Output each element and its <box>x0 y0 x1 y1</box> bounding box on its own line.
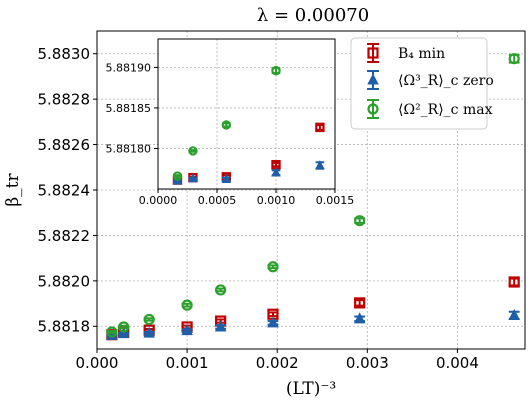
main-point-omega3-zero <box>353 312 366 324</box>
inset-point-omega3-zero <box>221 173 232 184</box>
inset-x-tick-label: 0.0005 <box>198 194 237 207</box>
legend-entry-b4-min: B₄ min <box>367 43 445 63</box>
main-y-tick-label: 5.8820 <box>38 272 91 290</box>
legend-marker-shape <box>367 47 379 59</box>
inset-points <box>172 65 325 185</box>
inset-x-ticks: 0.0000 0.0005 0.0010 0.0015 <box>139 189 355 207</box>
legend-entry-omega2-max: ⟨Ω²_R⟩_c max <box>367 99 493 119</box>
legend-marker-omega3-zero <box>367 70 379 90</box>
main-y-ticks: 5.8818 5.8820 5.8822 5.8824 5.8826 5.8828 5.88… <box>38 45 97 336</box>
main-plot-frame <box>96 30 526 350</box>
main-y-tick-label: 5.8828 <box>38 91 91 109</box>
inset-x-tick-label: 0.0010 <box>257 194 296 207</box>
main-point-omega3-zero <box>508 308 520 320</box>
x-axis-label: (LT)⁻³ <box>286 379 336 399</box>
legend-label-omega3-zero: ⟨Ω³_R⟩_c zero <box>398 73 494 89</box>
main-point-omega3-zero <box>181 324 193 336</box>
inset-point-omega2-max <box>188 146 198 156</box>
main-point-omega3-zero <box>267 316 279 328</box>
main-x-tick-label: 0.000 <box>76 354 119 372</box>
main-point-omega2-max <box>143 313 155 326</box>
legend-marker-omega2-max <box>367 99 379 119</box>
main-point-omega2-max <box>267 261 279 273</box>
inset-point-b4-min <box>315 122 325 133</box>
legend-entry-omega3-zero: ⟨Ω³_R⟩_c zero <box>367 70 494 90</box>
legend-frame <box>350 37 488 130</box>
main-y-tick-label: 5.8824 <box>38 181 91 199</box>
legend-label-omega2-max: ⟨Ω²_R⟩_c max <box>398 102 493 118</box>
main-point-omega2-max <box>215 284 227 296</box>
main-series-omega2-max <box>106 53 520 338</box>
legend-marker-shape <box>367 73 379 85</box>
y-axis-label: β_tr <box>3 172 23 206</box>
inset-series-omega2-max <box>172 65 281 181</box>
main-y-tick-label: 5.8826 <box>38 136 91 154</box>
inset-x-tick-label: 0.0015 <box>316 194 355 207</box>
main-x-tick-label: 0.003 <box>346 354 389 372</box>
main-plot: 0.000 0.001 0.002 0.003 0.004 5.88185.88205.… <box>38 30 526 372</box>
main-points <box>106 53 520 341</box>
inset-y-tick-label: 5.88190 <box>106 61 152 74</box>
main-y-tick-label: 5.8822 <box>38 227 91 245</box>
legend-marker-b4-min <box>367 43 379 63</box>
inset-point-omega3-zero <box>271 167 281 177</box>
main-point-omega3-zero <box>143 326 155 338</box>
legend: B₄ min ⟨Ω³_R⟩_c zero ⟨Ω²_R⟩_c max <box>350 37 494 130</box>
main-x-ticks: 0.000 0.001 0.002 0.003 0.004 <box>76 349 479 372</box>
inset-plot: 0.0000 0.0005 0.0010 0.0015 5.881805.881855… <box>106 38 355 207</box>
main-point-b4-min <box>508 276 520 288</box>
main-y-tick-label: 5.8830 <box>38 45 91 63</box>
legend-label-b4-min: B₄ min <box>398 46 445 62</box>
main-point-omega2-max <box>118 321 130 333</box>
chart-title: λ = 0.00070 <box>257 5 369 26</box>
main-x-tick-label: 0.002 <box>256 354 299 372</box>
main-y-tick-label: 5.8818 <box>38 318 91 336</box>
main-point-omega2-max <box>106 326 118 338</box>
inset-point-omega2-max <box>271 65 281 76</box>
inset-point-omega2-max <box>221 120 232 130</box>
inset-x-tick-label: 0.0000 <box>139 194 178 207</box>
main-point-omega3-zero <box>214 320 227 332</box>
main-point-omega2-max <box>181 299 193 311</box>
inset-background <box>158 39 335 189</box>
inset-y-tick-label: 5.88185 <box>106 102 152 115</box>
main-x-tick-label: 0.004 <box>436 354 479 372</box>
inset-y-ticks: 5.88180 5.88185 5.88190 <box>106 61 158 155</box>
inset-y-tick-label: 5.88180 <box>106 142 152 155</box>
inset-point-omega2-max <box>172 171 183 181</box>
inset-point-omega3-zero <box>188 173 198 183</box>
main-series-omega3-zero <box>106 308 520 340</box>
main-point-omega2-max <box>354 215 366 227</box>
main-x-tick-label: 0.001 <box>166 354 209 372</box>
inset-point-omega3-zero <box>315 160 325 170</box>
inset-plot-frame <box>157 38 336 190</box>
main-point-omega3-zero <box>117 327 130 339</box>
legend-marker-shape <box>367 103 379 115</box>
main-point-omega2-max <box>508 53 520 65</box>
main-point-b4-min <box>354 297 366 309</box>
